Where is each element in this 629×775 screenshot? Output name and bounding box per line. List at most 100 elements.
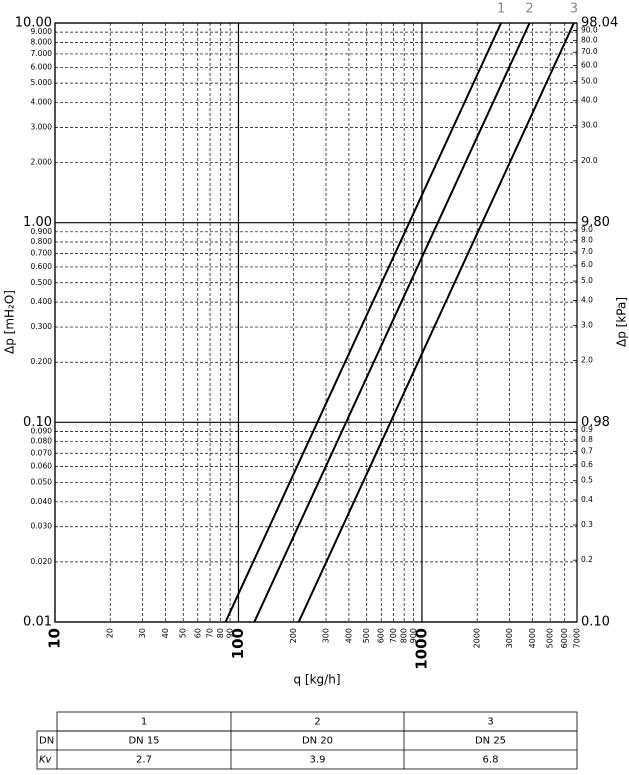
y2-tick-label: 0.6	[581, 460, 593, 469]
y2-tick-label: 0.8	[581, 435, 593, 444]
series-line	[297, 22, 575, 623]
x-tick-label: 1000	[412, 628, 430, 670]
x-tick-label: 80	[216, 628, 225, 638]
y-tick-label: 0.800	[31, 237, 53, 246]
y2-tick-label: 9.0	[581, 225, 593, 234]
row-label: Kv	[39, 755, 53, 766]
y-tick-label: 0.060	[31, 462, 53, 471]
x-tick-label: 600	[377, 628, 386, 643]
y-tick-label: 0.020	[31, 557, 53, 566]
x-tick-label: 2000	[473, 628, 482, 648]
x-tick-label: 90	[226, 628, 235, 638]
y-tick-label: 0.050	[31, 477, 53, 486]
y-tick-label: 0.200	[31, 357, 53, 366]
x-tick-label: 30	[138, 628, 147, 638]
y2-tick-label: 30.0	[581, 121, 598, 130]
y2-axis-label: Δp [kPa]	[615, 297, 629, 347]
y-tick-label: 0.900	[31, 227, 53, 236]
y-tick-label: 4.000	[31, 97, 53, 106]
x-tick-label: 4000	[528, 628, 537, 648]
y2-tick-label: 3.0	[581, 320, 593, 329]
y-tick-label: 0.10	[23, 415, 52, 430]
table-cell: 6.8	[483, 755, 499, 766]
y2-tick-label: 40.0	[581, 96, 598, 105]
y-tick-label: 0.070	[31, 448, 53, 457]
plot-frame	[54, 22, 578, 623]
y2-tick-label: 0.98	[581, 415, 610, 430]
y-tick-label: 0.500	[31, 278, 53, 287]
y2-tick-label: 0.7	[581, 447, 593, 456]
y2-tick-label: 7.0	[581, 247, 593, 256]
y-tick-label: 2.000	[31, 158, 53, 167]
y-tick-label: 0.080	[31, 437, 53, 446]
table-header: 3	[487, 717, 493, 728]
table-header: 1	[141, 717, 147, 728]
y2-tick-label: 50.0	[581, 76, 598, 85]
y-tick-label: 0.030	[31, 522, 53, 531]
y-tick-label: 0.040	[31, 497, 53, 506]
table-cell: DN 20	[302, 736, 333, 747]
y2-tick-label: 70.0	[581, 47, 598, 56]
y2-tick-label: 6.0	[581, 260, 593, 269]
x-tick-label: 400	[344, 628, 353, 643]
x-tick-label: 6000	[560, 628, 569, 648]
series-name: 3	[570, 2, 578, 17]
x-tick-label: 20	[106, 628, 115, 638]
series-line	[253, 22, 531, 623]
y2-tick-label: 80.0	[581, 36, 598, 45]
y2-tick-label: 0.4	[581, 495, 593, 504]
table-cell: 2.7	[136, 755, 152, 766]
series-line	[224, 22, 502, 623]
x-tick-label: 10	[46, 628, 64, 649]
series-name: 2	[525, 2, 533, 17]
y-tick-label: 9.000	[31, 27, 53, 36]
y-tick-label: 5.000	[31, 78, 53, 87]
x-tick-label: 200	[289, 628, 298, 643]
table-cell: DN 25	[475, 736, 506, 747]
y-tick-label: 10.00	[15, 16, 52, 31]
y2-tick-label: 5.0	[581, 276, 593, 285]
y2-tick-label: 60.0	[581, 61, 598, 70]
y-axis-label: Δp [mH₂O]	[3, 290, 17, 354]
y-tick-label: 6.000	[31, 62, 53, 71]
x-tick-label: 700	[389, 628, 398, 643]
x-tick-label: 3000	[505, 628, 514, 648]
y-tick-label: 0.300	[31, 322, 53, 331]
table-cell: 3.9	[310, 755, 326, 766]
y2-tick-label: 0.2	[581, 555, 593, 564]
y2-tick-label: 0.3	[581, 520, 593, 529]
y2-tick-label: 0.5	[581, 476, 593, 485]
y2-tick-label: 4.0	[581, 295, 593, 304]
y-tick-label: 0.01	[23, 615, 52, 630]
y2-tick-label: 8.0	[581, 235, 593, 244]
x-tick-label: 500	[362, 628, 371, 643]
y-tick-label: 3.000	[31, 122, 53, 131]
x-tick-label: 100	[229, 628, 247, 659]
y-tick-label: 8.000	[31, 37, 53, 46]
x-tick-label: 5000	[546, 628, 555, 648]
x-tick-label: 60	[193, 628, 202, 638]
y-tick-label: 0.700	[31, 249, 53, 258]
y2-tick-label: 2.0	[581, 356, 593, 365]
x-tick-label: 900	[409, 628, 418, 643]
x-tick-label: 40	[161, 628, 170, 638]
y2-tick-label: 9.80	[581, 215, 610, 230]
x-tick-label: 70	[206, 628, 215, 638]
x-axis-label: q [kg/h]	[293, 673, 340, 687]
y-tick-label: 0.600	[31, 262, 53, 271]
y-tick-label: 0.400	[31, 297, 53, 306]
x-tick-label: 800	[400, 628, 409, 643]
y2-tick-label: 0.10	[581, 615, 610, 630]
table-cell: DN 15	[128, 736, 159, 747]
y-tick-label: 7.000	[31, 49, 53, 58]
y2-tick-label: 90.0	[581, 25, 598, 34]
row-label: DN	[39, 736, 54, 747]
series-name: 1	[497, 2, 505, 17]
y-tick-label: 0.090	[31, 426, 53, 435]
y2-tick-label: 0.9	[581, 425, 593, 434]
y-tick-label: 1.00	[23, 215, 52, 230]
table-header: 2	[314, 717, 320, 728]
x-tick-label: 50	[179, 628, 188, 638]
x-tick-label: 300	[322, 628, 331, 643]
